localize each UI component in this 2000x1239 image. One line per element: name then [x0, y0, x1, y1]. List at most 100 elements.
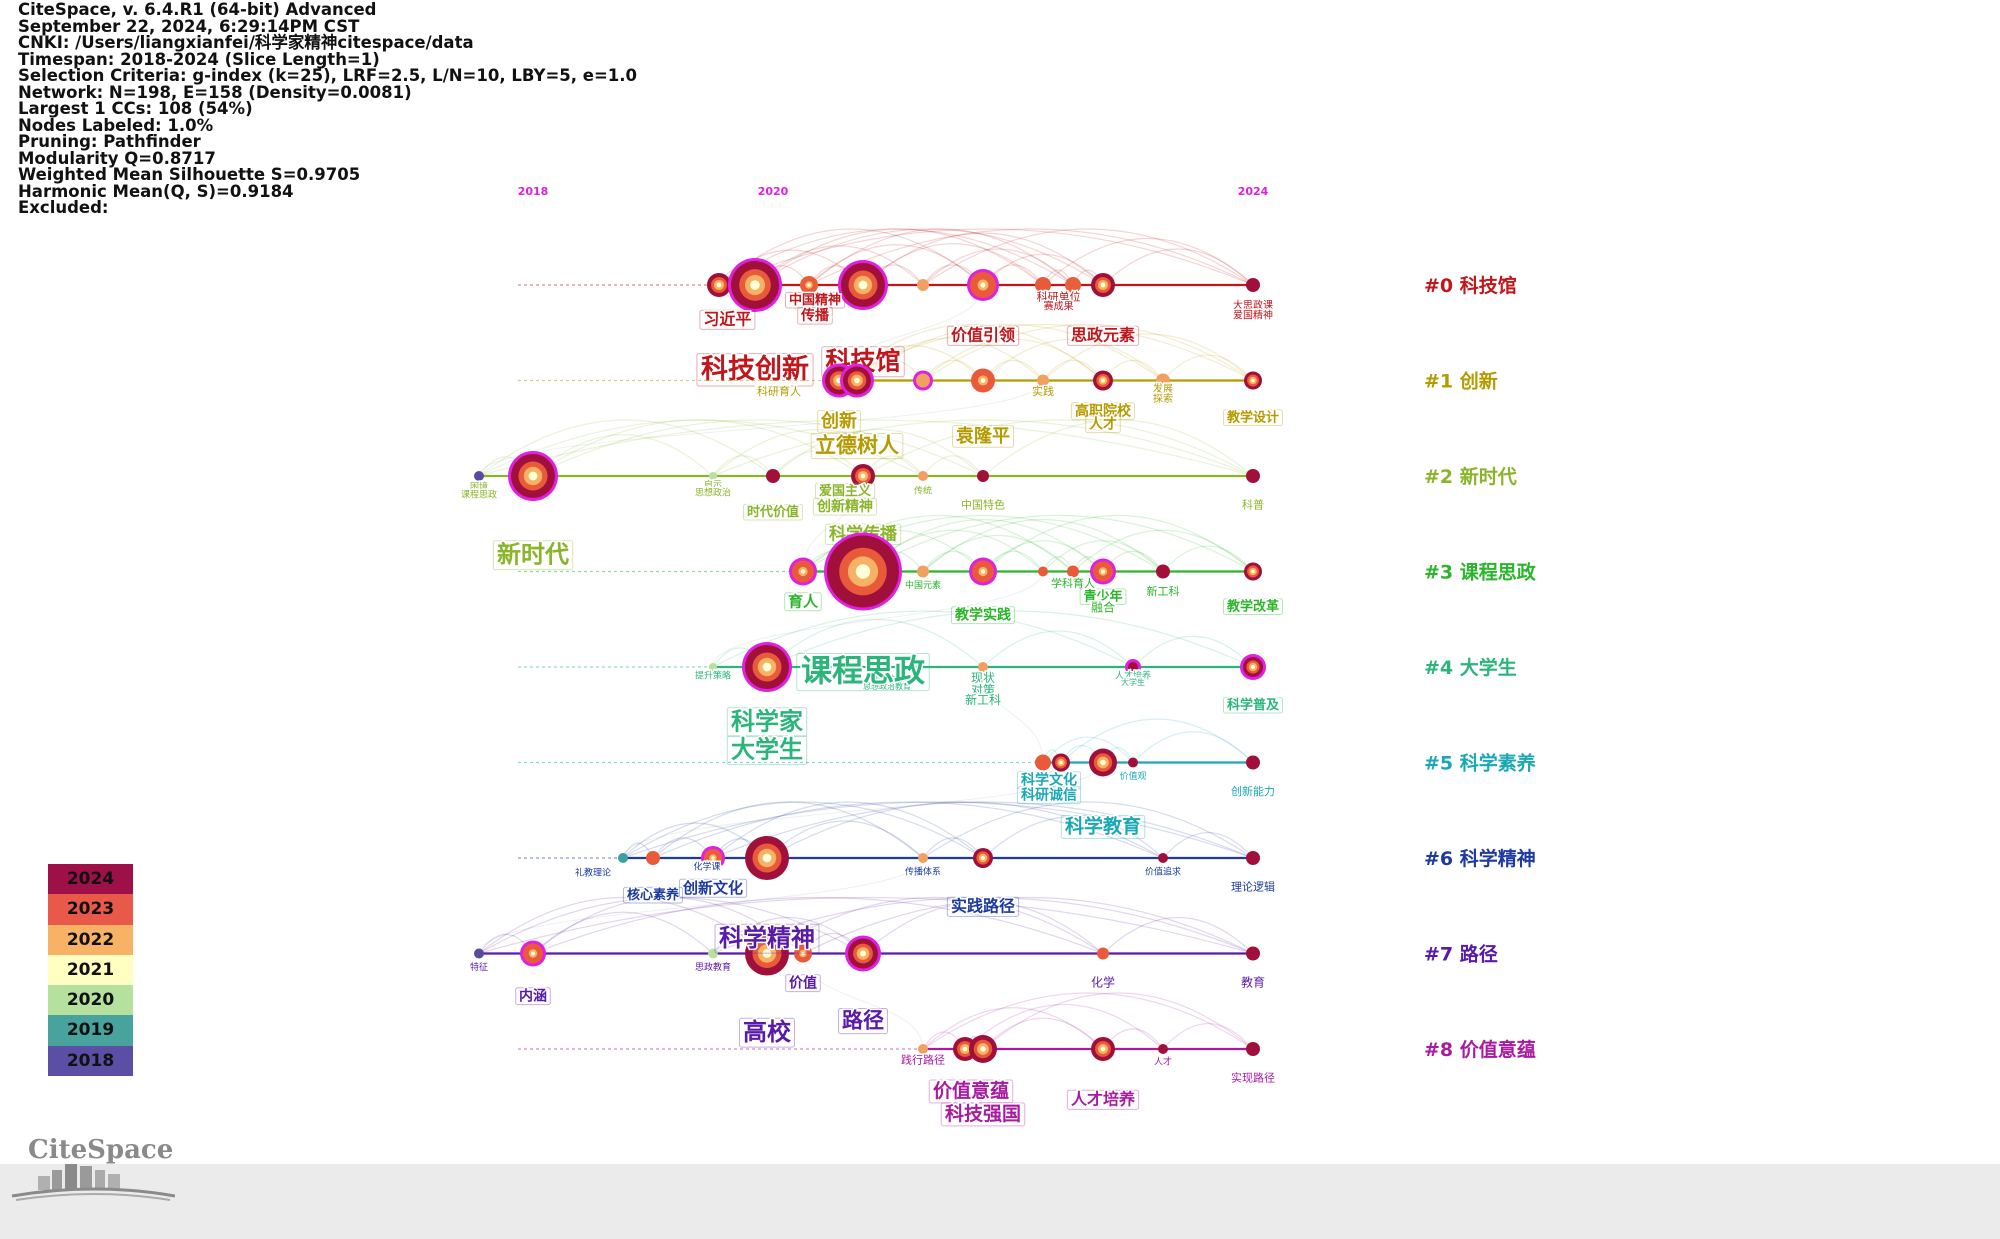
keyword-node[interactable] — [851, 464, 875, 488]
keyword-node[interactable] — [745, 931, 789, 976]
keyword-label[interactable]: 新时代 — [496, 539, 571, 570]
keyword-label[interactable]: 人才培养 — [1069, 1088, 1137, 1110]
keyword-label[interactable]: 启示 — [702, 477, 723, 492]
cluster-label[interactable]: #7 路径 — [1424, 943, 1498, 966]
keyword-label[interactable]: 习近平 — [702, 308, 753, 330]
keyword-label[interactable]: 爱国精神 — [1232, 307, 1275, 323]
keyword-label[interactable]: 实践路径 — [949, 895, 1016, 917]
keyword-label[interactable]: 价值追求 — [1143, 864, 1182, 879]
keyword-node[interactable] — [709, 472, 717, 480]
keyword-label[interactable]: 探索 — [1152, 391, 1175, 407]
cluster-row-2[interactable]: 困境课程思政启示思想政治爱国主义创新精神时代价值传统中国特色科普科学传播新时代#… — [459, 451, 1517, 571]
keyword-label[interactable]: 教学改革 — [1224, 597, 1280, 616]
keyword-node[interactable] — [1128, 757, 1138, 768]
keyword-label[interactable]: 科普 — [1241, 496, 1266, 513]
keyword-node[interactable] — [845, 935, 881, 972]
keyword-node[interactable] — [969, 1035, 997, 1063]
keyword-node[interactable] — [520, 940, 546, 967]
keyword-label[interactable]: 人才 — [1152, 1054, 1173, 1069]
keyword-node[interactable] — [800, 276, 818, 294]
keyword-label[interactable]: 科学普及 — [1225, 696, 1281, 715]
keyword-label[interactable]: 价值 — [788, 973, 819, 993]
cluster-label[interactable]: #2 新时代 — [1424, 465, 1517, 488]
keyword-node[interactable] — [1065, 277, 1081, 293]
keyword-label[interactable]: 科研诚信 — [1020, 785, 1079, 805]
keyword-label[interactable]: 课程思政 — [800, 652, 927, 691]
keyword-label[interactable]: 科学家 — [730, 706, 805, 737]
cluster-label[interactable]: #8 价值意蕴 — [1424, 1038, 1536, 1061]
keyword-node[interactable] — [1091, 273, 1115, 297]
keyword-node[interactable] — [1246, 851, 1260, 865]
keyword-node[interactable] — [1246, 278, 1260, 292]
keyword-node[interactable] — [917, 565, 929, 578]
keyword-label[interactable]: 传播 — [799, 305, 832, 325]
keyword-label[interactable]: 科学教育 — [1063, 813, 1142, 839]
keyword-node[interactable] — [1246, 946, 1260, 961]
keyword-node[interactable] — [646, 851, 660, 865]
keyword-node[interactable] — [474, 471, 484, 481]
keyword-node[interactable] — [728, 258, 782, 312]
keyword-label[interactable]: 融合 — [1089, 598, 1116, 616]
keyword-node[interactable] — [1093, 370, 1113, 391]
keyword-label[interactable]: 科学精神 — [718, 922, 817, 953]
keyword-label[interactable]: 时代价值 — [745, 503, 800, 522]
keyword-node[interactable] — [978, 662, 988, 672]
keyword-node[interactable] — [1246, 755, 1260, 770]
cluster-label[interactable]: #1 创新 — [1424, 370, 1498, 393]
keyword-label[interactable]: 教育 — [1239, 973, 1266, 991]
keyword-node[interactable] — [1091, 1037, 1115, 1061]
keyword-node[interactable] — [824, 532, 902, 611]
keyword-node[interactable] — [1240, 654, 1266, 680]
keyword-label[interactable]: 高校 — [742, 1016, 794, 1047]
keyword-label[interactable]: 现状 — [969, 670, 996, 687]
keyword-label[interactable]: 大学生 — [730, 734, 805, 765]
keyword-node[interactable] — [508, 451, 558, 501]
keyword-label[interactable]: 教学实践 — [954, 605, 1013, 625]
keyword-label[interactable]: 教学设计 — [1224, 408, 1280, 427]
keyword-label[interactable]: 核心素养 — [625, 886, 681, 905]
keyword-node[interactable] — [789, 557, 817, 586]
keyword-node[interactable] — [708, 948, 718, 959]
keyword-label[interactable]: 实践 — [1031, 382, 1056, 399]
keyword-label[interactable]: 学科育人 — [1050, 574, 1097, 591]
keyword-label[interactable]: 育人 — [786, 591, 820, 612]
cluster-label[interactable]: #3 课程思政 — [1424, 561, 1537, 584]
keyword-node[interactable] — [971, 368, 995, 393]
keyword-node[interactable] — [1158, 853, 1168, 863]
keyword-label[interactable]: 传统 — [912, 483, 933, 498]
keyword-node[interactable] — [707, 273, 731, 297]
keyword-node[interactable] — [1052, 753, 1070, 772]
keyword-label[interactable]: 创新教育 — [867, 672, 906, 687]
keyword-label[interactable]: 践行路径 — [900, 1051, 947, 1068]
keyword-node[interactable] — [709, 663, 717, 671]
keyword-node[interactable] — [977, 470, 989, 482]
keyword-label[interactable]: 新工科 — [963, 691, 1002, 709]
keyword-node[interactable] — [766, 469, 780, 483]
keyword-label[interactable]: 思政教育 — [693, 960, 732, 975]
keyword-node[interactable] — [1038, 566, 1048, 577]
keyword-node[interactable] — [1244, 371, 1262, 390]
keyword-node[interactable] — [1089, 748, 1117, 777]
cluster-label[interactable]: #0 科技馆 — [1424, 274, 1517, 297]
keyword-node[interactable] — [1244, 562, 1262, 581]
keyword-node[interactable] — [918, 853, 928, 863]
keyword-node[interactable] — [794, 944, 812, 963]
keyword-node[interactable] — [838, 260, 888, 310]
keyword-node[interactable] — [474, 948, 484, 959]
cluster-label[interactable]: #4 大学生 — [1424, 656, 1517, 679]
keyword-label[interactable]: 传播体系 — [903, 864, 942, 879]
keyword-node[interactable] — [745, 836, 789, 880]
keyword-label[interactable]: 价值意蕴 — [931, 1078, 1010, 1104]
keyword-label[interactable]: 立德树人 — [814, 432, 901, 459]
keyword-node[interactable] — [1035, 754, 1051, 771]
keyword-label[interactable]: 高职院校 — [1074, 401, 1134, 421]
keyword-node[interactable] — [1090, 558, 1116, 585]
keyword-label[interactable]: 科技强国 — [943, 1101, 1022, 1127]
keyword-label[interactable]: 内涵 — [518, 986, 549, 1006]
